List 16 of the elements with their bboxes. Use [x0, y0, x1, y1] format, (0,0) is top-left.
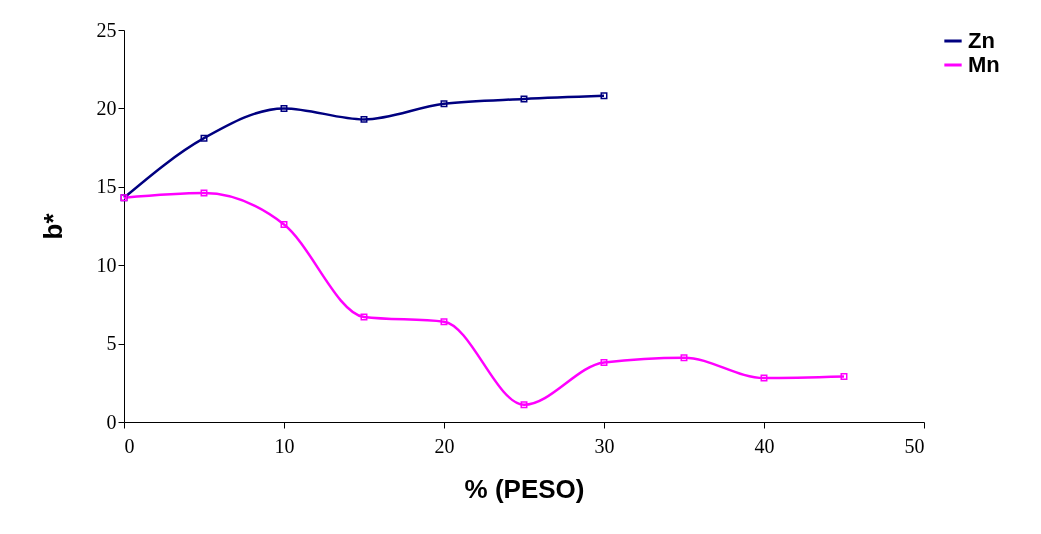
y-tick-label: 0	[106, 410, 117, 433]
x-tick-label: 20	[434, 434, 455, 457]
x-tick-label: 30	[594, 434, 615, 457]
y-tick-label: 15	[96, 175, 117, 198]
x-tick-label: 0	[124, 434, 135, 457]
x-tick-label: 40	[754, 434, 775, 457]
x-tick-label: 10	[274, 434, 295, 457]
y-tick-label: 5	[106, 332, 117, 355]
x-axis-title: % (PESO)	[464, 473, 585, 504]
y-tick-label: 10	[96, 253, 117, 276]
legend-label: Zn	[968, 28, 995, 53]
x-tick-label: 50	[904, 434, 925, 457]
y-axis-title: b*	[37, 212, 68, 240]
y-tick-label: 25	[96, 18, 117, 41]
legend-label: Mn	[968, 52, 1000, 77]
y-tick-label: 20	[96, 96, 117, 119]
